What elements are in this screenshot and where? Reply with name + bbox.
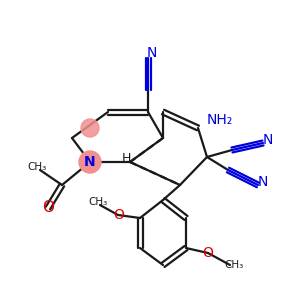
Text: O: O xyxy=(202,246,213,260)
Text: O: O xyxy=(114,208,124,222)
Circle shape xyxy=(81,119,99,137)
Text: NH₂: NH₂ xyxy=(207,113,233,127)
Text: CH₃: CH₃ xyxy=(27,162,46,172)
Text: CH₃: CH₃ xyxy=(224,260,244,270)
Circle shape xyxy=(79,151,101,173)
Text: O: O xyxy=(42,200,54,215)
Text: N: N xyxy=(84,155,96,169)
Text: N: N xyxy=(258,175,268,189)
Text: N: N xyxy=(147,46,157,60)
Text: CH₃: CH₃ xyxy=(88,197,108,207)
Text: H: H xyxy=(121,152,131,166)
Text: N: N xyxy=(263,133,273,147)
